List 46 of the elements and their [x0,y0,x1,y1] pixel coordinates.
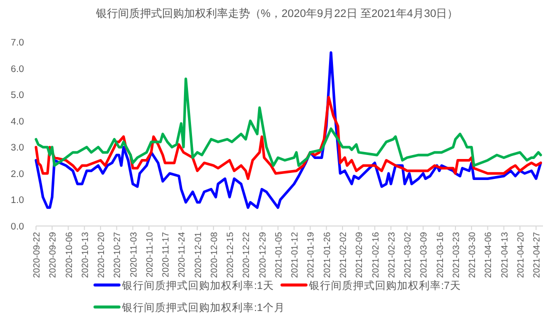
x-tick-label: 2020-11-03 [128,232,138,278]
x-tick-label: 2021-03-02 [402,232,413,278]
x-tick-label: 2020-12-22 [241,232,252,278]
x-tick-label: 2021-01-19 [306,232,316,278]
x-tick-label: 2020-11-17 [160,232,171,278]
legend-label: 银行间质押式回购加权利率:1天 [121,279,274,292]
legend-label: 银行间质押式回购加权利率:7天 [308,279,461,292]
y-tick-label: 7.0 [10,38,24,48]
y-tick-label: 1.0 [10,195,24,206]
x-tick-label: 2021-03-09 [418,232,429,278]
x-tick-label: 2020-10-27 [112,232,122,278]
x-tick-label: 2020-10-06 [64,232,74,278]
y-tick-label: 5.0 [10,90,24,102]
x-tick-label: 2021-03-30 [467,232,478,278]
x-tick-label: 2021-03-23 [450,232,461,278]
y-tick-label: 2.0 [10,168,24,180]
y-tick-label: 4.0 [10,116,24,128]
line-series [34,96,542,180]
x-tick-label: 2020-12-01 [192,232,203,278]
x-tick-label: 2020-12-29 [257,232,268,278]
x-tick-label: 2021-04-27 [532,232,542,278]
legend-label: 银行间质押式回购加权利率:1个月 [121,301,285,314]
x-tick-label: 2020-12-15 [225,232,236,278]
x-tick-label: 2021-02-02 [338,232,348,278]
x-tick-label: 2021-01-26 [322,232,332,278]
x-tick-label: 2020-10-20 [96,232,106,278]
line-series [34,78,542,167]
x-tick-label: 2020-11-10 [144,232,154,278]
y-tick-label: 0.0 [10,222,24,232]
y-tick-label: 6.0 [10,64,24,75]
x-tick-label: 2021-04-06 [483,232,494,278]
x-tick-label: 2021-04-20 [515,232,526,278]
x-tick-label: 2021-02-16 [370,232,380,278]
chart-title: 银行间质押式回购加权利率走势（%，2020年9月22日 至2021年4月30日） [94,7,458,20]
x-tick-label: 2021-01-05 [273,232,284,278]
y-tick-label: 3.0 [10,142,24,154]
x-tick-label: 2020-09-22 [32,232,42,278]
x-tick-label: 2020-09-29 [48,232,58,278]
x-tick-label: 2021-02-09 [354,232,364,278]
x-tick-label: 2021-04-13 [499,232,510,278]
x-tick-label: 2021-02-23 [386,232,396,278]
x-tick-label: 2020-12-08 [208,232,219,278]
x-tick-label: 2020-11-24 [176,232,187,278]
x-tick-label: 2020-10-13 [80,232,90,278]
x-tick-label: 2021-03-16 [434,232,445,278]
x-tick-label: 2021-01-12 [290,232,300,278]
